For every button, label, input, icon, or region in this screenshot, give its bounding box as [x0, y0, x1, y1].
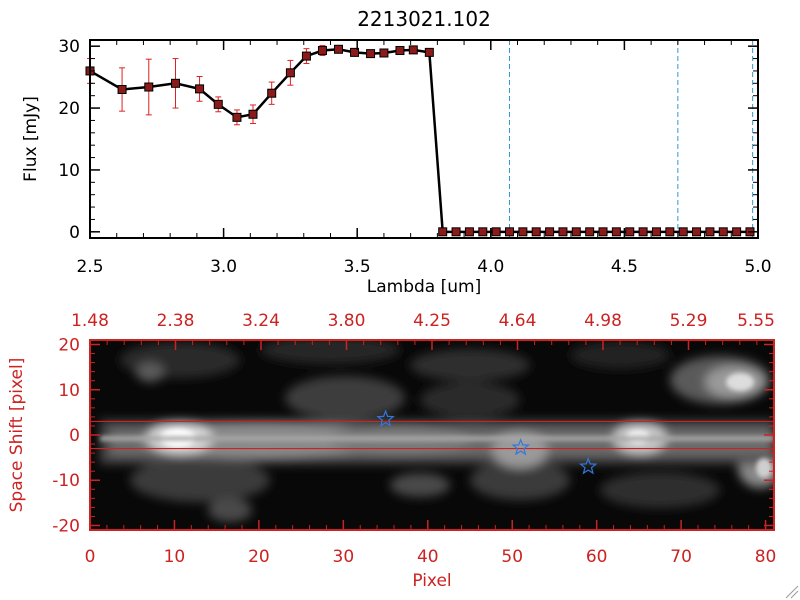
bottom-x-ticks: 0 10 20 30 40 50 60 70 80 [85, 520, 777, 567]
top-x-tick-label-1: 3.0 [210, 257, 237, 277]
data-point-36 [665, 227, 675, 237]
bottom-x-tick-label-0: 0 [85, 547, 96, 567]
top-x-tick-label-4: 4.5 [611, 257, 638, 277]
data-point-16 [395, 46, 405, 56]
data-point-21 [464, 227, 474, 237]
bottom-top-tick-label-8: 5.55 [737, 311, 775, 331]
data-point-23 [491, 227, 501, 237]
bottom-top-tick-label-4: 4.25 [413, 311, 451, 331]
bottom-x-tick-label-8: 80 [755, 547, 777, 567]
data-point-26 [531, 227, 541, 237]
data-point-14 [366, 49, 376, 59]
top-y-tick-label-3: 30 [58, 37, 80, 57]
data-point-6 [232, 112, 242, 122]
bottom-top-tick-label-3: 3.80 [328, 311, 366, 331]
bottom-top-tick-label-2: 3.24 [242, 311, 280, 331]
star-marker-2 [578, 457, 598, 475]
data-point-31 [598, 227, 608, 237]
bottom-y-tick-label-0: 20 [58, 336, 80, 356]
data-point-13 [350, 47, 360, 57]
data-point-40 [718, 227, 728, 237]
data-point-10 [301, 51, 311, 61]
bottom-y-tick-label-1: 10 [58, 381, 80, 401]
bottom-y-ticks: 20 10 0 -10 -20 [52, 336, 774, 536]
bottom-x-tick-label-2: 20 [248, 547, 270, 567]
data-point-37 [678, 227, 688, 237]
top-x-tick-label-0: 2.5 [76, 257, 103, 277]
data-point-33 [625, 227, 635, 237]
bottom-top-wavelength-ticks: 1.48 2.38 3.24 3.80 4.25 4.64 4.98 5.29 5.55 [71, 311, 775, 350]
data-point-5 [213, 99, 223, 109]
data-point-38 [692, 227, 702, 237]
top-data-markers [85, 44, 755, 237]
top-y-tick-label-1: 10 [58, 161, 80, 181]
data-point-9 [285, 68, 295, 78]
data-point-29 [571, 227, 581, 237]
data-point-19 [438, 227, 448, 237]
spectral-image [90, 340, 774, 530]
data-point-2 [144, 82, 154, 92]
aperture-lines [90, 420, 774, 450]
data-point-15 [379, 48, 389, 58]
top-plot-frame [89, 39, 759, 239]
data-point-25 [518, 227, 528, 237]
data-point-18 [424, 47, 434, 57]
data-point-8 [267, 88, 277, 98]
bottom-x-tick-label-1: 10 [164, 547, 186, 567]
bottom-top-tick-label-7: 5.29 [670, 311, 708, 331]
data-point-35 [651, 227, 661, 237]
top-x-axis-label: Lambda [um] [367, 277, 481, 297]
top-x-tick-label-2: 3.5 [344, 257, 371, 277]
data-point-3 [171, 78, 181, 88]
top-x-ticks: 2.5 3.0 3.5 4.0 4.5 5.0 [76, 40, 772, 277]
data-point-24 [505, 227, 515, 237]
data-point-1 [117, 85, 127, 94]
top-y-tick-label-0: 0 [69, 223, 80, 243]
data-point-41 [732, 227, 742, 237]
bottom-x-axis-label: Pixel [412, 571, 451, 591]
data-point-27 [545, 227, 555, 237]
data-point-12 [333, 44, 343, 54]
bottom-top-tick-label-6: 4.98 [584, 311, 622, 331]
bottom-top-tick-label-0: 1.48 [71, 311, 109, 331]
resize-grip-icon[interactable] [785, 585, 799, 599]
bottom-x-tick-label-4: 40 [417, 547, 439, 567]
bottom-x-tick-label-3: 30 [333, 547, 355, 567]
data-point-11 [317, 46, 327, 56]
bottom-y-tick-label-4: -20 [52, 516, 80, 536]
data-point-30 [585, 227, 595, 237]
bottom-y-tick-label-2: 0 [69, 426, 80, 446]
top-y-ticks: 0 10 20 30 [58, 37, 758, 243]
top-flux-line [89, 48, 750, 234]
data-point-28 [558, 227, 568, 237]
top-x-tick-label-3: 4.0 [477, 257, 504, 277]
data-point-32 [611, 227, 621, 237]
bottom-x-tick-label-7: 70 [670, 547, 692, 567]
bottom-y-axis-label: Space Shift [pixel] [7, 358, 27, 513]
data-point-7 [248, 109, 258, 119]
data-point-17 [408, 45, 418, 55]
bottom-top-tick-label-5: 4.64 [499, 311, 537, 331]
bottom-x-tick-label-5: 50 [501, 547, 523, 567]
data-point-22 [478, 227, 488, 237]
top-y-axis-label: Flux [mJy] [21, 96, 41, 182]
top-vertical-lines [509, 40, 754, 238]
data-point-20 [451, 227, 461, 237]
data-point-39 [705, 227, 715, 237]
top-x-tick-label-5: 5.0 [744, 257, 771, 277]
data-point-34 [638, 227, 648, 237]
star-marker-0 [376, 409, 395, 427]
bottom-y-tick-label-3: -10 [52, 471, 80, 491]
data-point-4 [195, 84, 205, 94]
bottom-x-tick-label-6: 60 [586, 547, 608, 567]
bottom-star-markers [376, 409, 598, 475]
star-marker-1 [511, 438, 530, 456]
top-y-tick-label-2: 20 [58, 99, 80, 119]
top-chart-title: 2213021.102 [357, 7, 491, 31]
bottom-top-tick-label-1: 2.38 [157, 311, 195, 331]
